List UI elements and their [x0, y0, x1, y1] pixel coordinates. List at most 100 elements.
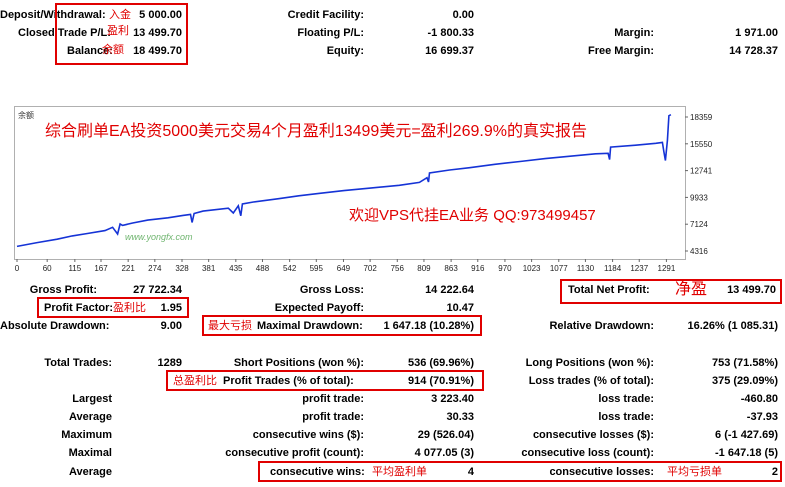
- average-consecutive-label: Average: [68, 466, 112, 478]
- maximal-consecutive-profit-label: consecutive profit (count):: [225, 447, 364, 459]
- free-margin-label: Free Margin:: [587, 45, 654, 57]
- x-tick-label: 863: [444, 264, 458, 273]
- x-tick-label: 381: [202, 264, 216, 273]
- total-trades-label: Total Trades:: [44, 357, 112, 369]
- maximal-consecutive-profit-value: 4 077.05 (3): [414, 447, 474, 459]
- avg-consecutive-wins-label: consecutive wins:: [270, 466, 365, 478]
- x-tick-label: 1237: [630, 264, 648, 273]
- max-consecutive-losses-value: 6 (-1 427.69): [715, 429, 778, 441]
- maximal-consecutive-loss-value: -1 647.18 (5): [715, 447, 778, 459]
- x-tick-label: 595: [310, 264, 324, 273]
- x-tick-label: 649: [337, 264, 351, 273]
- x-tick-label: 1130: [577, 264, 595, 273]
- gross-loss-value: 14 222.64: [425, 284, 474, 296]
- x-tick-label: 1023: [523, 264, 541, 273]
- long-positions-value: 753 (71.58%): [711, 357, 778, 369]
- x-tick-label: 916: [471, 264, 485, 273]
- x-tick-label: 328: [175, 264, 189, 273]
- profit-trades-cn-annotation: 总盈利比: [173, 375, 217, 387]
- credit-label: Credit Facility:: [287, 9, 364, 21]
- chart-ad-text: 欢迎VPS代挂EA业务 QQ:973499457: [349, 207, 596, 224]
- gross-profit-value: 27 722.34: [133, 284, 182, 296]
- y-tick-label: 9933: [690, 193, 708, 202]
- summary-highlight-box: [55, 3, 188, 65]
- total-trades-value: 1289: [157, 357, 182, 369]
- max-drawdown-value: 1 647.18 (10.28%): [383, 320, 474, 332]
- profit-trades-label: Profit Trades (% of total):: [223, 375, 354, 387]
- x-tick-label: 809: [417, 264, 431, 273]
- average-profit-value: 30.33: [446, 411, 474, 423]
- x-tick-label: 542: [283, 264, 297, 273]
- y-tick-label: 12741: [690, 167, 713, 176]
- balance-chart-plot: [16, 113, 672, 248]
- expected-payoff-label: Expected Payoff:: [274, 302, 364, 314]
- profit-factor-label: Profit Factor:: [44, 302, 114, 314]
- margin-value: 1 971.00: [735, 27, 778, 39]
- deposit-label: Deposit/Withdrawal:: [0, 9, 106, 21]
- x-tick-label: 1077: [550, 264, 568, 273]
- largest-label: Largest: [72, 393, 112, 405]
- floating-label: Floating P/L:: [297, 27, 364, 39]
- y-tick-label: 18359: [690, 113, 713, 122]
- y-tick-label: 15550: [690, 140, 713, 149]
- avg-consecutive-losses-value: 2: [771, 466, 778, 478]
- net-profit-value: 13 499.70: [727, 284, 776, 296]
- free-margin-value: 14 728.37: [729, 45, 778, 57]
- net-profit-cn-annotation: 净盈: [675, 281, 708, 298]
- expected-payoff-value: 10.47: [446, 302, 474, 314]
- balance-label: Balance:: [67, 45, 113, 57]
- closed-trade-cn-annotation: 盈利: [107, 25, 129, 37]
- credit-value: 0.00: [452, 9, 474, 21]
- average-profit-label: profit trade:: [302, 411, 364, 423]
- y-tick-label: 7124: [690, 220, 708, 229]
- largest-profit-label: profit trade:: [302, 393, 364, 405]
- x-tick-label: 702: [363, 264, 377, 273]
- largest-loss-value: -460.80: [740, 393, 778, 405]
- avg-consecutive-wins-cn-annotation: 平均盈利单: [372, 466, 427, 478]
- largest-loss-label: loss trade:: [598, 393, 654, 405]
- profit-factor-cn-annotation: 盈利比: [113, 302, 146, 314]
- max-consecutive-losses-label: consecutive losses ($):: [532, 429, 654, 441]
- x-tick-label: 221: [121, 264, 135, 273]
- gross-profit-label: Gross Profit:: [29, 284, 97, 296]
- chart-watermark: www.yongfx.com: [125, 232, 193, 242]
- relative-drawdown-value: 16.26% (1 085.31): [687, 320, 778, 332]
- x-tick-label: 1184: [604, 264, 622, 273]
- profit-trades-highlight-box: [166, 370, 484, 391]
- maximal-consecutive-loss-label: consecutive loss (count):: [521, 447, 654, 459]
- x-tick-label: 274: [148, 264, 162, 273]
- margin-label: Margin:: [614, 27, 654, 39]
- x-tick-label: 435: [229, 264, 243, 273]
- avg-consecutive-losses-cn-annotation: 平均亏损单: [667, 466, 722, 478]
- x-tick-label: 1291: [658, 264, 676, 273]
- avg-consecutive-losses-label: consecutive losses:: [549, 466, 654, 478]
- chart-corner-label: 余额: [18, 111, 34, 120]
- profit-factor-highlight-box: [37, 297, 189, 318]
- x-tick-label: 115: [68, 264, 81, 273]
- closed-trade-label: Closed Trade P/L:: [18, 27, 111, 39]
- gross-loss-label: Gross Loss:: [299, 284, 364, 296]
- x-tick-label: 60: [43, 264, 52, 273]
- avg-consecutive-wins-value: 4: [467, 466, 474, 478]
- loss-trades-value: 375 (29.09%): [711, 375, 778, 387]
- x-tick-label: 0: [15, 264, 20, 273]
- x-tick-label: 970: [498, 264, 512, 273]
- max-drawdown-label: Maximal Drawdown:: [257, 320, 363, 332]
- absolute-drawdown-label: Absolute Drawdown:: [0, 320, 110, 332]
- max-drawdown-highlight-box: [202, 315, 482, 336]
- chart-headline: 综合刷单EA投资5000美元交易4个月盈利13499美元=盈利269.9%的真实…: [45, 123, 587, 140]
- closed-trade-value: 13 499.70: [133, 27, 182, 39]
- average-loss-label: loss trade:: [598, 411, 654, 423]
- balance-value: 18 499.70: [133, 45, 182, 57]
- max-consecutive-wins-label: consecutive wins ($):: [252, 429, 364, 441]
- profit-trades-value: 914 (70.91%): [407, 375, 474, 387]
- deposit-value: 5 000.00: [139, 9, 182, 21]
- loss-trades-label: Loss trades (% of total):: [528, 375, 654, 387]
- profit-factor-value: 1.95: [160, 302, 182, 314]
- max-drawdown-cn-annotation: 最大亏损: [208, 320, 252, 332]
- average-loss-value: -37.93: [746, 411, 778, 423]
- maximum-label: Maximum: [61, 429, 112, 441]
- maximal-label: Maximal: [68, 447, 112, 459]
- equity-label: Equity:: [326, 45, 364, 57]
- largest-profit-value: 3 223.40: [431, 393, 474, 405]
